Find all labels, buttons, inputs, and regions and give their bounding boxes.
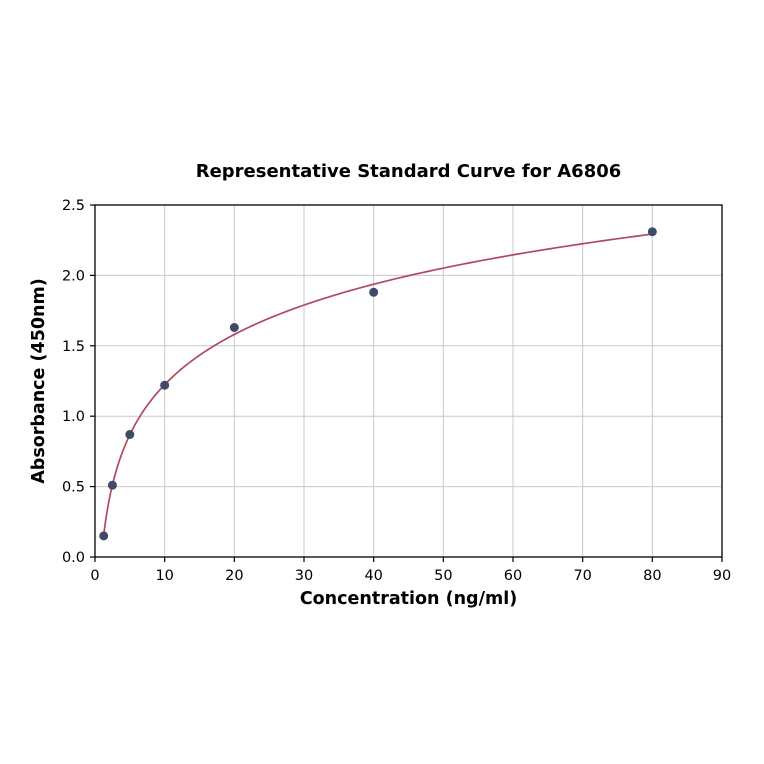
y-tick-label: 2.5	[62, 198, 85, 214]
y-tick-label: 0.0	[62, 550, 85, 566]
y-tick-label: 2.0	[62, 268, 85, 284]
data-point	[107, 480, 117, 490]
y-tick-label: 0.5	[62, 480, 85, 496]
data-point	[125, 430, 135, 439]
data-point	[99, 531, 109, 541]
data-point	[369, 287, 379, 297]
x-tick-label: 0	[90, 568, 99, 584]
x-tick-label: 40	[364, 568, 382, 584]
x-tick-label: 80	[643, 568, 661, 584]
x-tick-label: 90	[713, 568, 731, 584]
x-tick-label: 70	[573, 568, 591, 584]
data-point	[229, 323, 239, 332]
x-axis-label: Concentration (ng/ml)	[299, 589, 518, 609]
data-point	[160, 380, 170, 390]
y-tick-label: 1.5	[62, 339, 85, 355]
x-tick-label: 30	[295, 568, 313, 584]
y-axis-label: Absorbance (450nm)	[29, 278, 49, 484]
x-tick-label: 20	[225, 568, 243, 584]
fitted-curve	[102, 233, 653, 536]
plot-border	[94, 204, 723, 558]
x-tick-label: 50	[434, 568, 452, 584]
y-tick-label: 1.0	[62, 409, 85, 425]
x-tick-label: 60	[504, 568, 522, 584]
data-point	[647, 227, 657, 237]
x-tick-label: 10	[155, 568, 173, 584]
chart-title: Representative Standard Curve for A6806	[195, 161, 622, 182]
